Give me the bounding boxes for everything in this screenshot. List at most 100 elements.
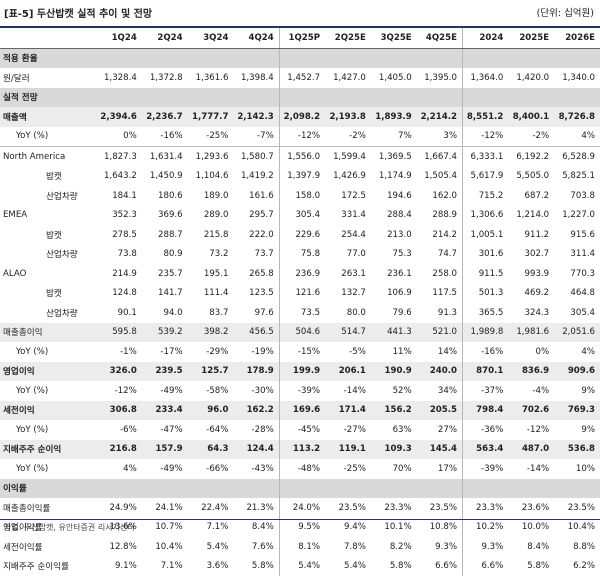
table-cell: 5,617.9 [463,167,509,187]
table-cell: 1,405.0 [371,68,417,88]
table-cell: 5.8% [233,557,279,576]
table-cell: 10.8% [417,518,463,538]
table-cell: 6.6% [463,557,509,576]
table-cell: -6% [96,420,142,440]
table-cell: 8,551.2 [463,107,509,127]
table-cell: 235.7 [142,264,188,284]
table-cell: 595.8 [96,323,142,343]
table-cell: 10.2% [463,518,509,538]
table-cell: 1,827.3 [96,147,142,167]
table-cell: 157.9 [142,440,188,460]
row-label: North America [0,147,96,167]
table-cell: 124.4 [233,440,279,460]
table-cell: 5.4% [188,537,234,557]
table-cell: 8,400.1 [508,107,554,127]
table-cell: 365.5 [463,303,509,323]
table-cell: -4% [508,381,554,401]
table-cell: 5.8% [508,557,554,576]
table-cell [463,88,509,108]
table-cell: 1,667.4 [417,147,463,167]
table-cell: 1,419.2 [233,167,279,187]
column-header: 4Q24 [233,28,279,48]
table-cell: 1,398.4 [233,68,279,88]
column-header: 1Q24 [96,28,142,48]
table-cell: -5% [325,342,371,362]
table-cell: 915.6 [554,225,600,245]
table-cell: 11% [371,342,417,362]
table-cell: 501.3 [463,284,509,304]
table-cell: -1% [96,342,142,362]
table-cell [188,88,234,108]
row-label: 밥캣 [0,225,96,245]
table-cell: 145.4 [417,440,463,460]
table-cell: 4% [554,342,600,362]
table-row: YoY (%)-6%-47%-64%-28%-45%-27%63%27%-36%… [0,420,600,440]
table-cell: 22.4% [188,498,234,518]
table-cell: 1,369.5 [371,147,417,167]
table-cell: -2% [508,127,554,147]
table-cell [325,48,371,68]
table-cell: 1,452.7 [279,68,325,88]
table-cell [325,88,371,108]
table-cell: -49% [142,381,188,401]
table-cell: 469.2 [508,284,554,304]
table-cell [554,88,600,108]
table-cell: 305.4 [554,303,600,323]
table-cell: 441.3 [371,323,417,343]
table-cell [142,48,188,68]
table-cell: 1,340.0 [554,68,600,88]
table-cell: 24.1% [142,498,188,518]
table-cell: -12% [463,127,509,147]
table-cell: 97.6 [233,303,279,323]
table-cell: 911.5 [463,264,509,284]
table-cell: 214.9 [96,264,142,284]
table-cell [554,48,600,68]
table-cell: 161.6 [233,186,279,206]
table-cell: 184.1 [96,186,142,206]
table-cell: 2,236.7 [142,107,188,127]
table-cell: 7.6% [233,537,279,557]
table-cell: 521.0 [417,323,463,343]
table-cell: -29% [188,342,234,362]
table-cell: 278.5 [96,225,142,245]
unit-label: (단위: 십억원) [537,5,594,19]
table-cell: 289.0 [188,206,234,226]
row-label: 산업차량 [0,245,96,265]
table-cell [279,88,325,108]
table-cell: 27% [417,420,463,440]
table-cell [233,88,279,108]
table-cell: 539.2 [142,323,188,343]
table-cell: 73.8 [96,245,142,265]
table-cell: -47% [142,420,188,440]
table-cell: 190.9 [371,362,417,382]
table-cell: 24.0% [279,498,325,518]
table-cell: 9.3% [417,537,463,557]
table-cell: 1,420.0 [508,68,554,88]
table-cell: -15% [279,342,325,362]
table-cell: 109.3 [371,440,417,460]
table-cell: 236.1 [371,264,417,284]
table-cell: -45% [279,420,325,440]
table-cell: 798.4 [463,401,509,421]
table-cell: 2,193.8 [325,107,371,127]
table-cell: 1,580.7 [233,147,279,167]
section-row: 실적 전망 [0,88,600,108]
table-cell [233,48,279,68]
table-cell: 75.3 [371,245,417,265]
table-cell: -16% [463,342,509,362]
table-cell: 1,893.9 [371,107,417,127]
table-cell: 288.7 [142,225,188,245]
table-cell: 911.2 [508,225,554,245]
table-cell: 205.5 [417,401,463,421]
table-cell: 770.3 [554,264,600,284]
table-cell: -43% [233,459,279,479]
table-cell: 236.9 [279,264,325,284]
